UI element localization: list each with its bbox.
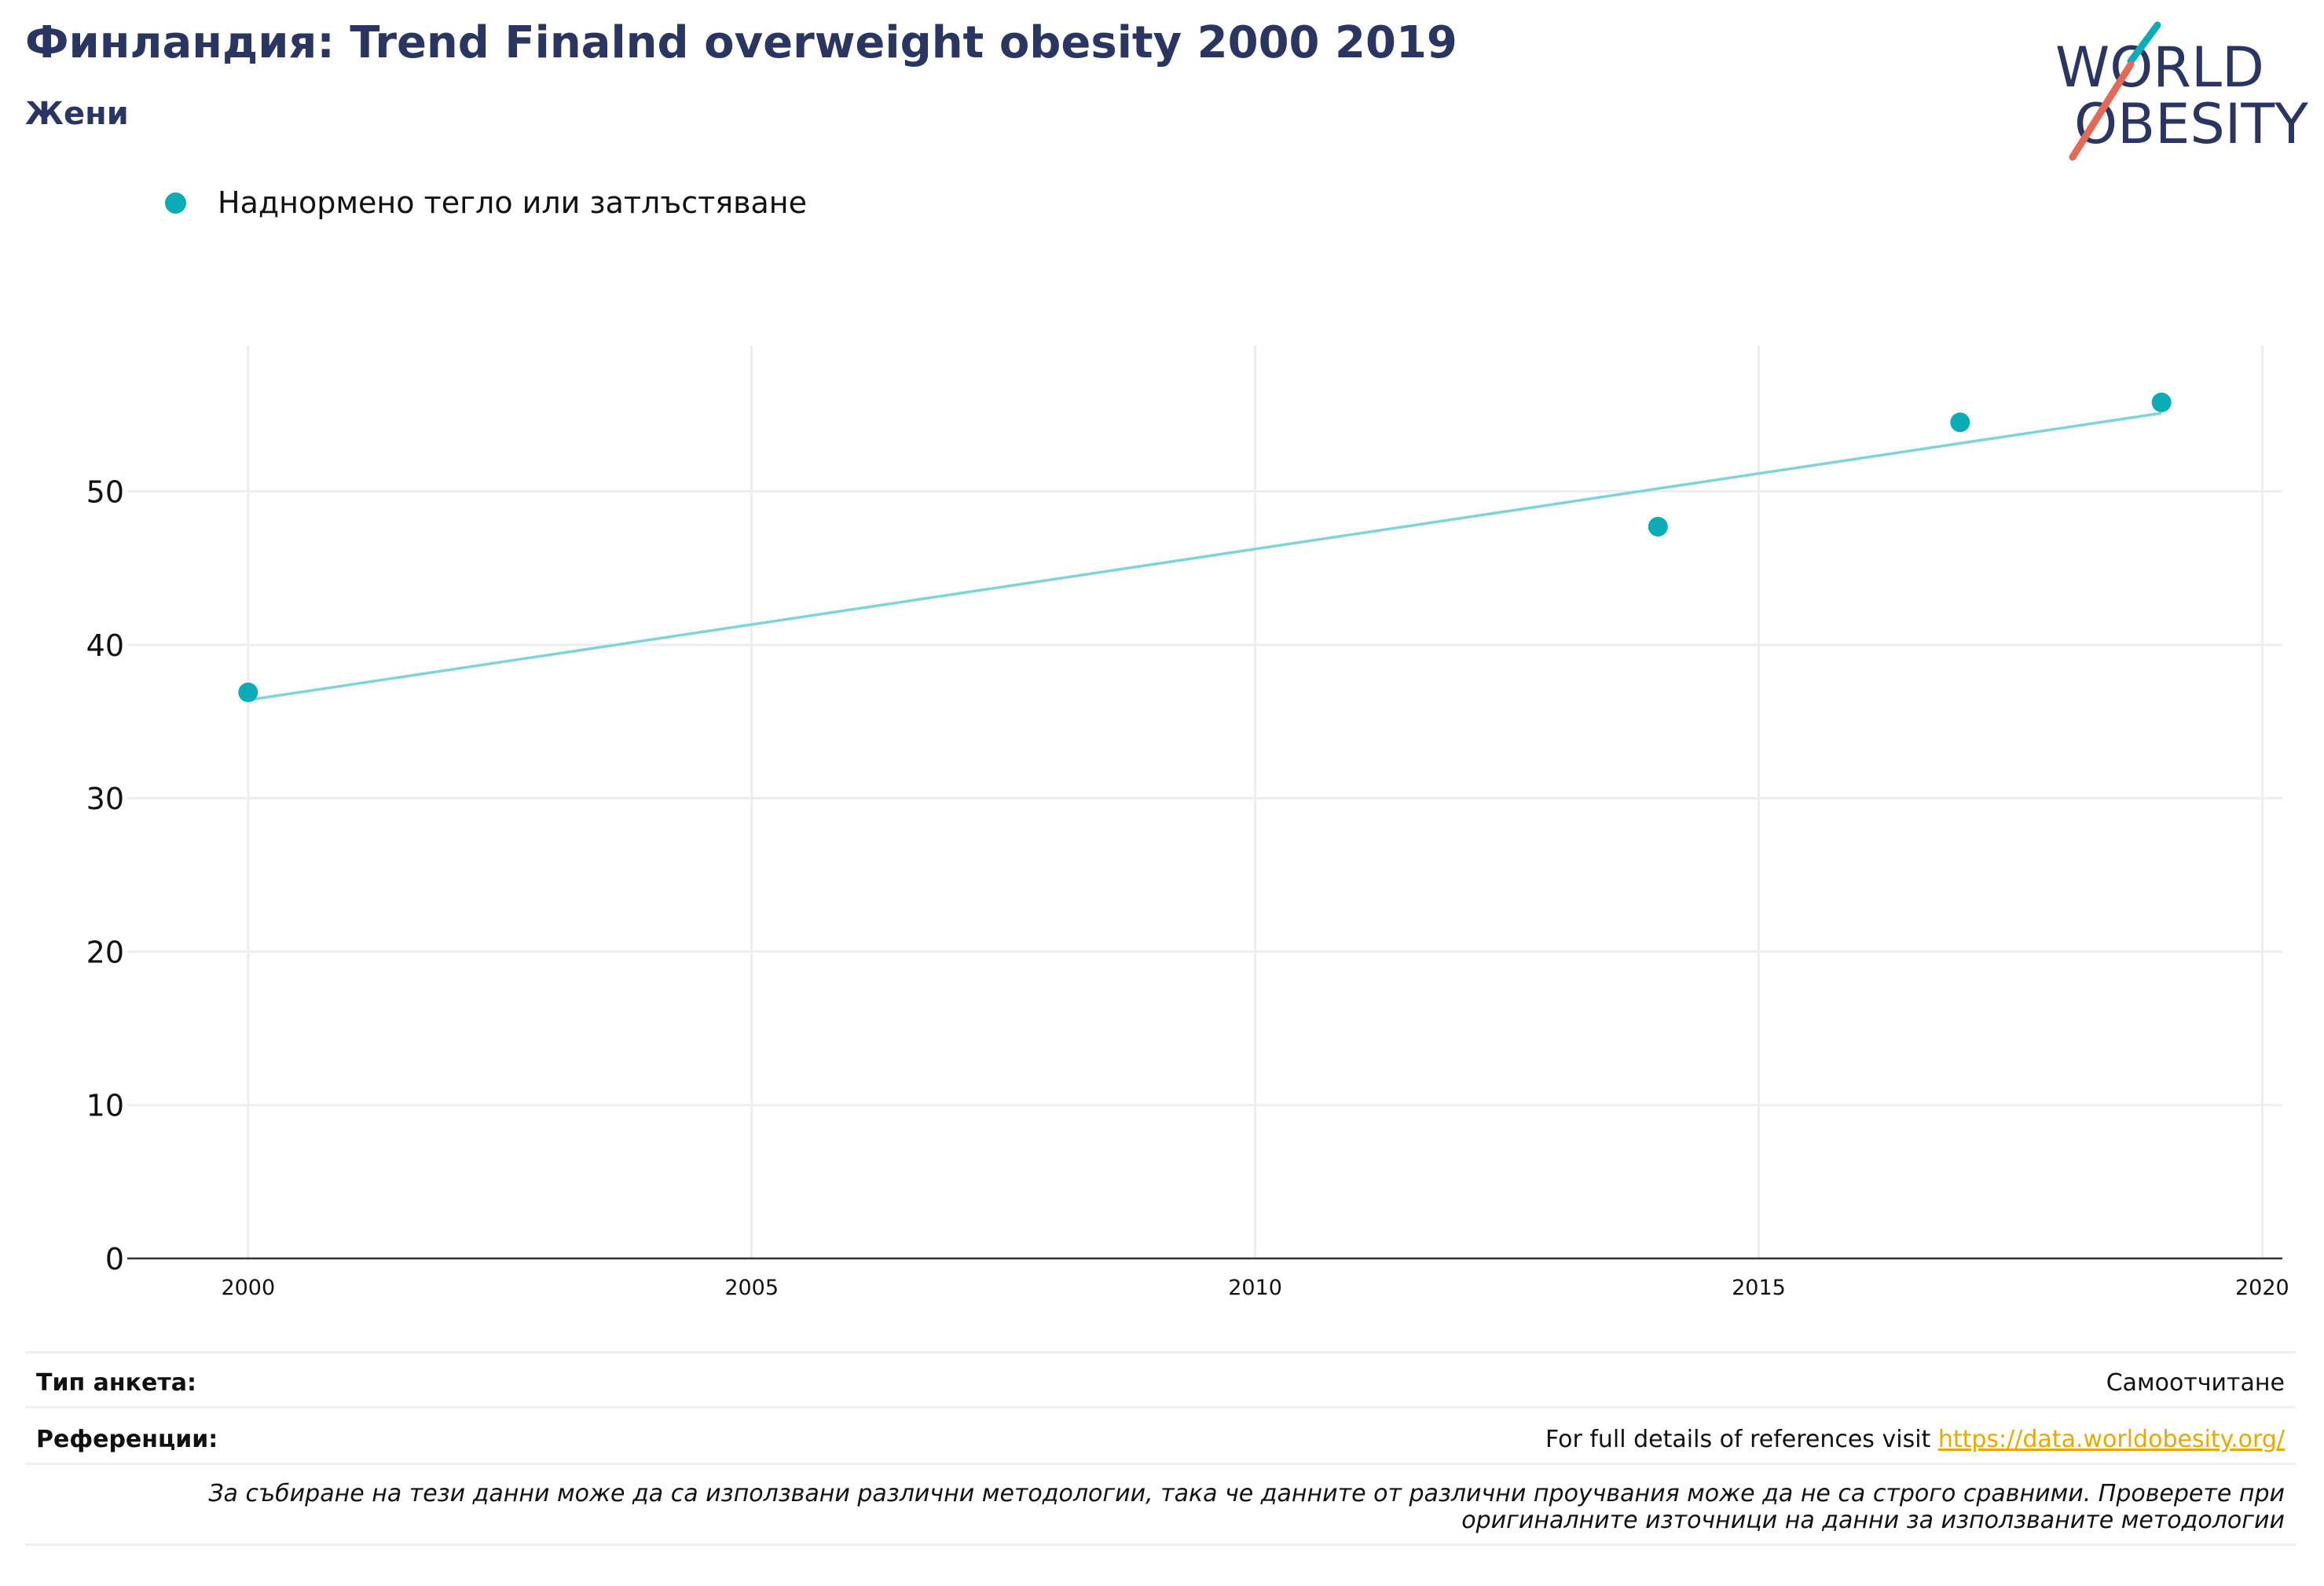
methodology-note-line-2: оригиналните източници на данни за изпол…	[1461, 1507, 2285, 1534]
trend-line	[247, 412, 2162, 701]
data-point-0-0	[238, 682, 258, 702]
references-row: Референции: For full details of referenc…	[25, 1406, 2296, 1465]
scatter-chart: 2000 2005 2010 2015 2020 0 10 20 30 40 50	[86, 346, 2289, 1300]
logo-text-world: WORLD	[2055, 35, 2264, 100]
y-tick-label-4: 40	[86, 628, 124, 663]
x-tick-label-0: 2000	[221, 1276, 275, 1300]
legend-marker	[165, 192, 186, 214]
survey-type-row: Тип анкета: Самоотчитане	[25, 1351, 2296, 1408]
chart-title: Финландия: Trend Finalnd overweight obes…	[25, 17, 1457, 68]
methodology-note-line-1: За събиране на тези данни може да са изп…	[208, 1480, 2285, 1507]
y-tick-label-3: 30	[86, 782, 124, 816]
logo-text-obesity: OBESITY	[2074, 92, 2308, 156]
world-obesity-logo: WORLD OBESITY	[2055, 21, 2308, 161]
x-tick-label-2: 2010	[1228, 1276, 1282, 1300]
survey-type-label: Тип анкета:	[36, 1369, 196, 1397]
methodology-note: За събиране на тези данни може да са изп…	[163, 1481, 2285, 1534]
references-link[interactable]: https://data.worldobesity.org/	[1937, 1426, 2285, 1453]
methodology-note-row: За събиране на тези данни може да са изп…	[25, 1463, 2296, 1546]
logo-slash-coral	[2069, 60, 2135, 161]
y-tick-label-0: 0	[105, 1242, 124, 1276]
references-value: For full details of references visit htt…	[1545, 1426, 2285, 1453]
x-tick-label-1: 2005	[724, 1276, 779, 1300]
chart-legend: Наднормено тегло или затлъстяване	[165, 181, 807, 225]
y-tick-label-2: 20	[86, 935, 124, 969]
y-tick-label-5: 50	[86, 475, 124, 510]
y-tick-label-1: 10	[86, 1089, 124, 1123]
chart-subtitle: Жени	[25, 96, 129, 132]
data-point-0-1	[1648, 516, 1668, 537]
survey-type-value: Самоотчитане	[2106, 1369, 2285, 1397]
data-point-0-3	[2151, 392, 2172, 412]
references-text: For full details of references visit	[1545, 1426, 1938, 1453]
legend-label: Наднормено тегло или затлъстяване	[218, 185, 807, 220]
x-tick-label-4: 2020	[2235, 1276, 2289, 1300]
logo-slash-teal	[2127, 21, 2161, 65]
data-point-0-2	[1950, 412, 1970, 433]
references-label: Референции:	[36, 1426, 218, 1453]
x-tick-label-3: 2015	[1732, 1276, 1786, 1300]
